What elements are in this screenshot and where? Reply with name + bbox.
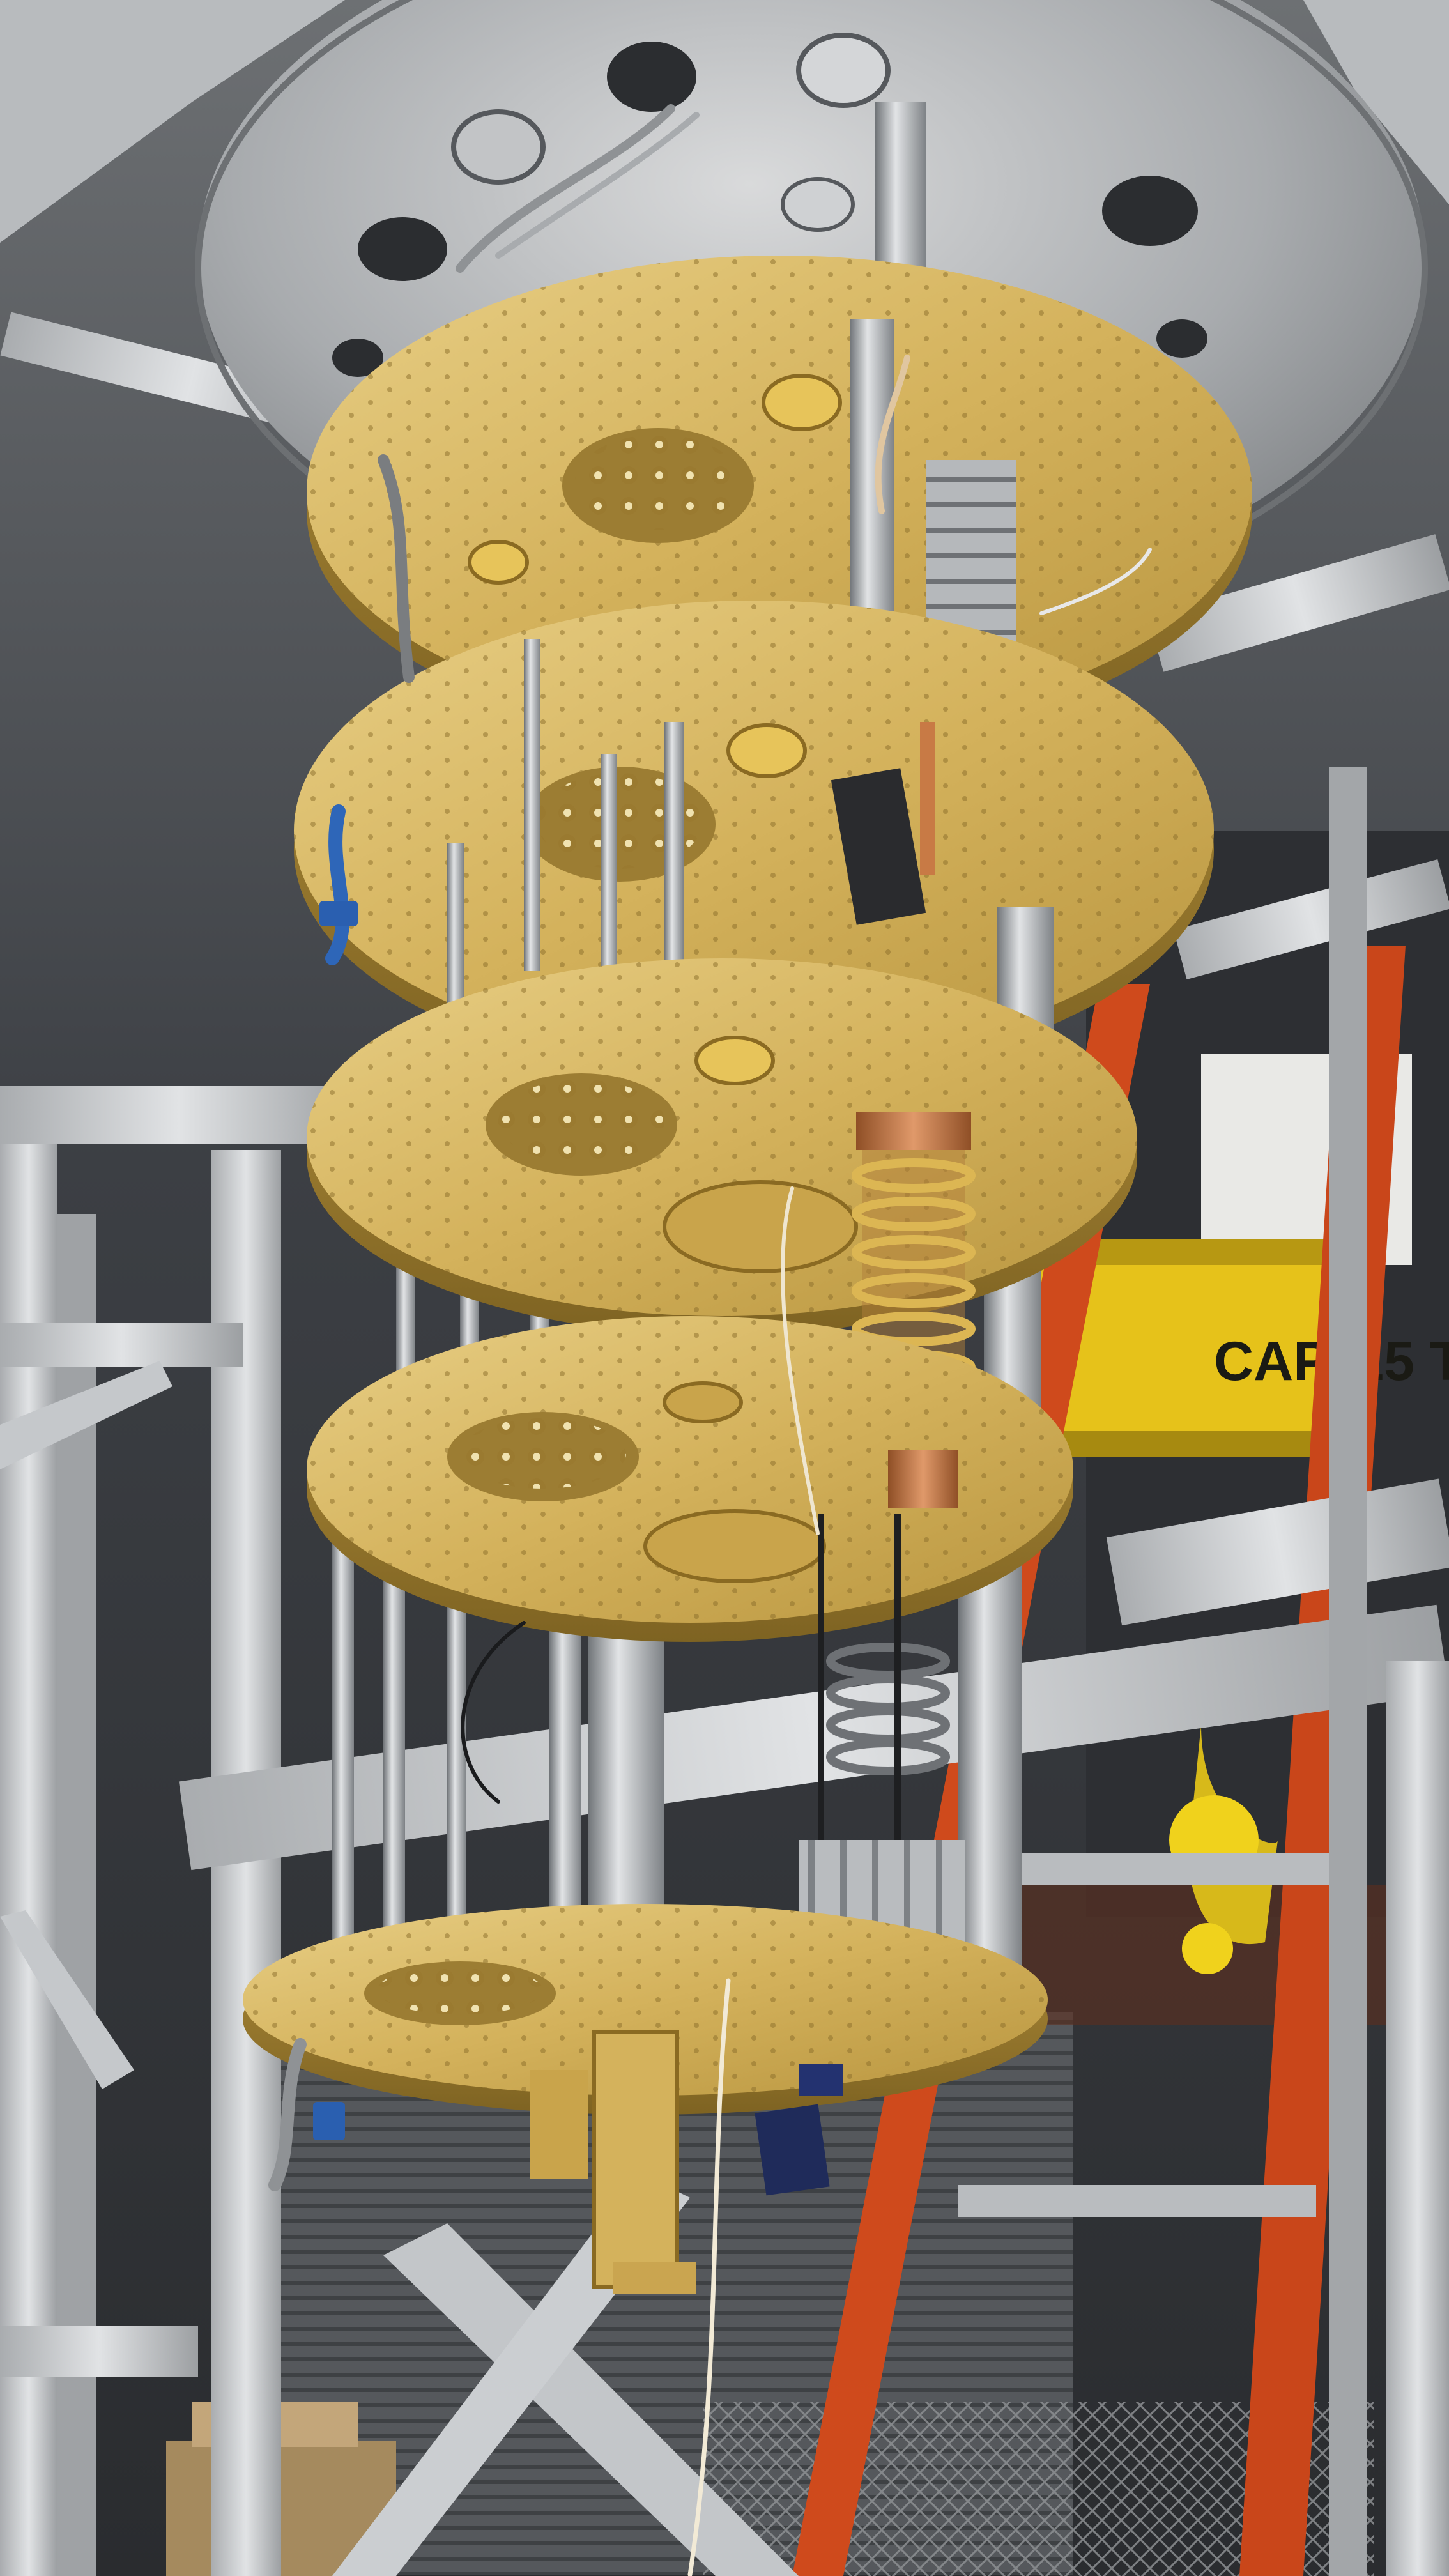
flange-ports [332,33,1208,377]
sample-board [755,2104,830,2196]
stage-plate-4 [307,1316,1073,1642]
circuit-board [831,768,926,925]
blue-connectors [313,901,358,2140]
wiring-bundles [268,104,1152,2576]
stage-plate-3 [307,958,1137,1335]
bellows-upper [850,319,1016,652]
bottom-plate [243,1904,1048,2294]
